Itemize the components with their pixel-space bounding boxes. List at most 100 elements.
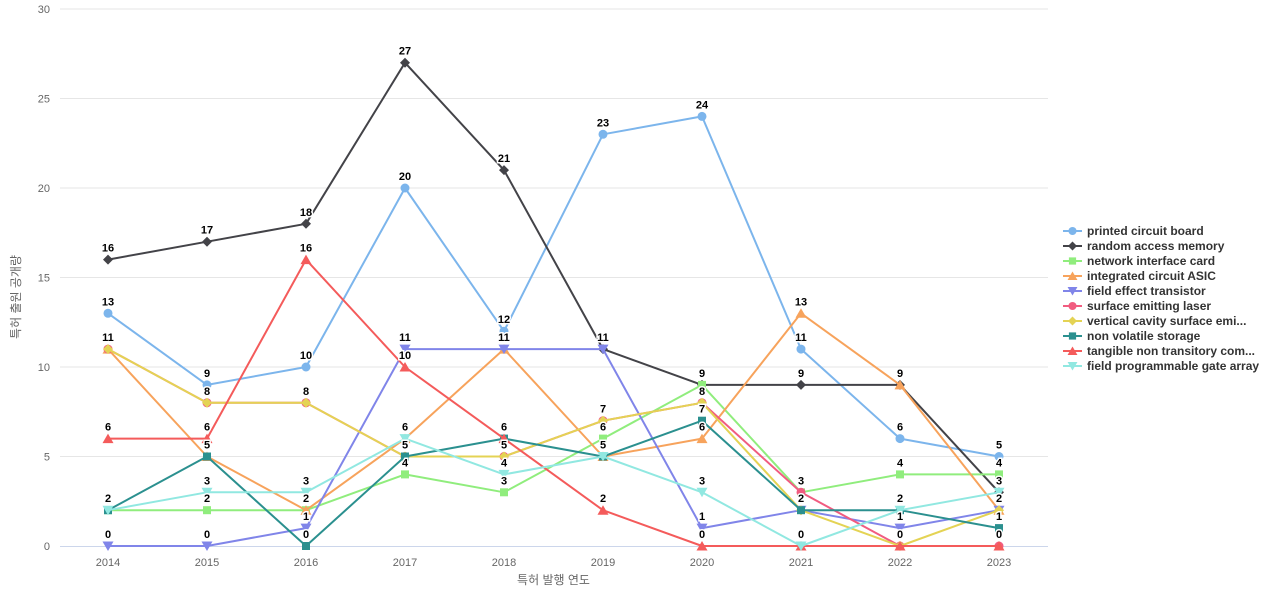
- data-point[interactable]: [498, 469, 510, 480]
- legend-item-tangible-non-transitory-com[interactable]: tangible non transitory com...: [1063, 343, 1259, 358]
- data-point[interactable]: [102, 433, 114, 444]
- data-point[interactable]: [894, 505, 906, 516]
- data-point[interactable]: [201, 487, 213, 498]
- data-point[interactable]: [896, 470, 904, 479]
- x-tick-label: 2023: [987, 557, 1011, 569]
- data-point[interactable]: [202, 397, 212, 408]
- data-point[interactable]: [301, 362, 311, 372]
- data-point[interactable]: [696, 541, 708, 551]
- data-point[interactable]: [399, 362, 411, 372]
- data-point[interactable]: [103, 308, 113, 318]
- data-point[interactable]: [698, 416, 706, 425]
- legend-item-network-interface-card[interactable]: network interface card: [1063, 253, 1259, 268]
- data-label: 3: [699, 475, 705, 487]
- data-point[interactable]: [994, 452, 1004, 461]
- legend-label: integrated circuit ASIC: [1087, 268, 1216, 283]
- data-point[interactable]: [597, 452, 609, 462]
- legend-item-printed-circuit-board[interactable]: printed circuit board: [1063, 223, 1259, 238]
- data-point[interactable]: [696, 523, 708, 534]
- data-label: 3: [996, 475, 1002, 487]
- data-point[interactable]: [599, 434, 607, 443]
- data-point[interactable]: [400, 183, 410, 193]
- data-point[interactable]: [597, 344, 609, 355]
- legend-item-field-effect-transistor[interactable]: field effect transistor: [1063, 283, 1259, 298]
- data-point[interactable]: [598, 129, 608, 139]
- data-label: 4: [402, 457, 409, 469]
- data-point[interactable]: [697, 111, 707, 121]
- data-point[interactable]: [498, 433, 510, 444]
- data-point[interactable]: [401, 452, 409, 461]
- data-label: 8: [699, 386, 705, 398]
- series-line: [107, 258, 1000, 547]
- data-label: 11: [399, 332, 411, 344]
- data-point[interactable]: [499, 165, 509, 176]
- data-point[interactable]: [696, 487, 708, 498]
- legend-marker-icon: [1063, 226, 1082, 235]
- legend-item-vertical-cavity-surface-emi[interactable]: vertical cavity surface emi...: [1063, 313, 1259, 328]
- data-point[interactable]: [894, 523, 906, 534]
- data-point[interactable]: [400, 57, 410, 68]
- data-point[interactable]: [795, 308, 807, 318]
- series-line: [107, 115, 1000, 458]
- data-point[interactable]: [796, 379, 806, 390]
- data-point[interactable]: [995, 524, 1003, 533]
- data-point[interactable]: [598, 415, 608, 426]
- data-label: 0: [996, 529, 1002, 541]
- data-point[interactable]: [894, 541, 906, 551]
- data-point[interactable]: [300, 487, 312, 498]
- data-point[interactable]: [796, 487, 806, 497]
- data-label: 11: [102, 332, 114, 344]
- data-point[interactable]: [300, 254, 312, 265]
- data-point[interactable]: [203, 452, 211, 461]
- data-label: 9: [897, 368, 903, 380]
- data-label: 8: [204, 386, 210, 398]
- data-label: 9: [699, 368, 705, 380]
- data-point[interactable]: [302, 542, 310, 550]
- legend-item-integrated-circuit-asic[interactable]: integrated circuit ASIC: [1063, 268, 1259, 283]
- legend-item-surface-emitting-laser[interactable]: surface emitting laser: [1063, 298, 1259, 313]
- data-point[interactable]: [995, 470, 1003, 479]
- data-point[interactable]: [698, 380, 706, 389]
- data-point[interactable]: [993, 487, 1005, 498]
- data-point[interactable]: [895, 434, 905, 444]
- data-point[interactable]: [203, 506, 211, 515]
- data-point[interactable]: [201, 541, 213, 552]
- data-point[interactable]: [300, 523, 312, 534]
- legend-marker-icon: [1063, 241, 1082, 250]
- data-point[interactable]: [498, 344, 510, 355]
- data-point[interactable]: [301, 218, 311, 229]
- data-point[interactable]: [994, 505, 1004, 516]
- data-point[interactable]: [102, 505, 114, 516]
- data-point[interactable]: [300, 505, 312, 515]
- data-point[interactable]: [795, 541, 807, 552]
- data-label: 12: [498, 314, 510, 326]
- data-point[interactable]: [894, 379, 906, 390]
- data-point[interactable]: [796, 344, 806, 354]
- data-point[interactable]: [102, 541, 114, 552]
- data-point[interactable]: [301, 397, 311, 408]
- data-label: 1: [699, 511, 705, 523]
- legend-item-field-programmable-gate-array[interactable]: field programmable gate array: [1063, 358, 1259, 373]
- data-point[interactable]: [499, 451, 509, 462]
- data-point[interactable]: [399, 434, 411, 444]
- data-point[interactable]: [499, 326, 509, 336]
- data-point[interactable]: [993, 541, 1005, 551]
- legend-label: tangible non transitory com...: [1087, 343, 1256, 358]
- data-point[interactable]: [401, 470, 409, 479]
- data-point[interactable]: [201, 433, 213, 444]
- data-point[interactable]: [597, 505, 609, 515]
- data-point[interactable]: [696, 433, 708, 444]
- data-point[interactable]: [202, 380, 212, 390]
- data-point[interactable]: [103, 344, 113, 355]
- data-point[interactable]: [500, 488, 508, 497]
- legend-item-random-access-memory[interactable]: random access memory: [1063, 238, 1259, 253]
- data-point[interactable]: [103, 254, 113, 265]
- data-label: 3: [204, 475, 210, 487]
- legend-marker-icon: [1063, 331, 1082, 340]
- data-point[interactable]: [797, 506, 805, 515]
- data-point[interactable]: [399, 344, 411, 355]
- data-label: 6: [897, 422, 903, 434]
- data-point[interactable]: [697, 397, 707, 408]
- legend-item-non-volatile-storage[interactable]: non volatile storage: [1063, 328, 1259, 343]
- data-point[interactable]: [202, 236, 212, 247]
